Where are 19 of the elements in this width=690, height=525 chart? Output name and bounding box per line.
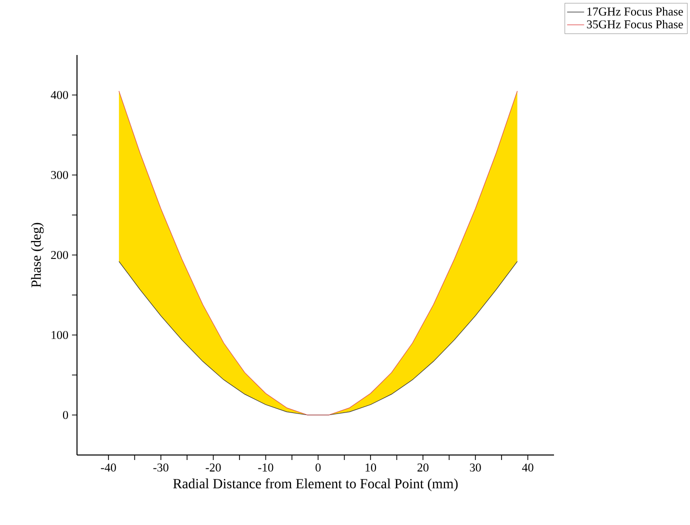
x-tick-label: -10 bbox=[258, 464, 274, 472]
legend-label: 35GHz Focus Phase bbox=[586, 20, 683, 28]
x-tick-label: 40 bbox=[522, 464, 534, 472]
x-tick-label: 0 bbox=[316, 464, 321, 472]
line-series bbox=[118, 261, 518, 416]
y-tick-label: 200 bbox=[51, 250, 68, 260]
y-axis-title: Phase (deg) bbox=[31, 222, 44, 288]
x-tick-label: 20 bbox=[418, 464, 428, 472]
x-axis-title: Radial Distance from Element to Focal Point (mm) bbox=[173, 478, 458, 492]
y-tick-label: 400 bbox=[50, 90, 68, 100]
legend-label: 17GHz Focus Phase bbox=[587, 7, 683, 16]
x-tick-label: -40 bbox=[100, 464, 116, 472]
x-tick-label: 10 bbox=[366, 464, 376, 472]
y-tick-label: 0 bbox=[62, 410, 68, 420]
x-tick-label: 30 bbox=[470, 464, 481, 472]
y-tick-label: 100 bbox=[52, 330, 68, 340]
x-tick-label: -20 bbox=[206, 464, 221, 472]
x-tick-label: -30 bbox=[153, 464, 168, 472]
y-tick-label: 300 bbox=[51, 170, 68, 180]
